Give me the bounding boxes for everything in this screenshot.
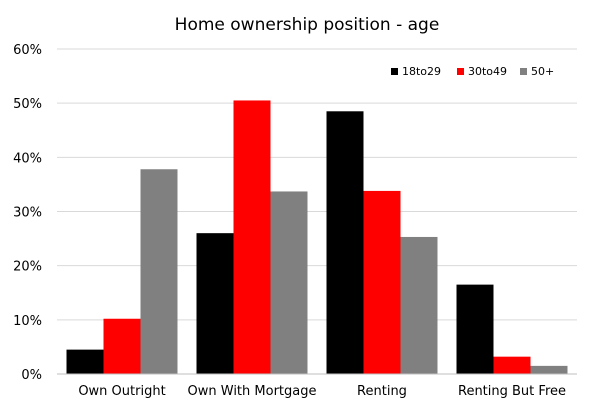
- gridlines: [57, 48, 577, 321]
- y-axis-ticks: 0% 10% 20% 30% 40% 50% 60%: [13, 43, 42, 383]
- bar-18to29: [456, 284, 494, 374]
- bar-18to29: [196, 233, 234, 374]
- bar-50-: [270, 191, 308, 374]
- y-tick-label: 60%: [13, 43, 42, 58]
- y-tick-label: 40%: [13, 151, 42, 166]
- legend: 18to29 30to49 50+: [391, 65, 554, 78]
- legend-swatch: [391, 68, 398, 75]
- bar-50-: [400, 236, 438, 374]
- y-tick-label: 30%: [13, 206, 42, 221]
- legend-swatch: [457, 68, 464, 75]
- x-category-label: Own With Mortgage: [188, 384, 317, 399]
- x-category-label: Renting: [357, 384, 407, 399]
- legend-label: 30to49: [468, 65, 507, 78]
- x-axis-categories: Own Outright Own With Mortgage Renting Rent…: [78, 384, 566, 399]
- y-tick-label: 20%: [13, 260, 42, 275]
- bar-18to29: [326, 111, 364, 375]
- bar-30to49: [363, 190, 401, 374]
- y-tick-label: 0%: [21, 368, 42, 383]
- legend-swatch: [520, 68, 527, 75]
- bar-50-: [530, 365, 568, 374]
- x-category-label: Own Outright: [78, 384, 165, 399]
- bar-18to29: [66, 349, 104, 374]
- legend-label: 50+: [531, 65, 554, 78]
- x-category-label: Renting But Free: [458, 384, 566, 399]
- bar-30to49: [233, 100, 271, 374]
- legend-label: 18to29: [402, 65, 441, 78]
- chart-title: Home ownership position - age: [175, 15, 440, 35]
- bar-30to49: [493, 356, 531, 374]
- y-tick-label: 50%: [13, 97, 42, 112]
- bar-50-: [140, 169, 178, 374]
- bars: [66, 100, 568, 375]
- y-tick-label: 10%: [13, 314, 42, 329]
- bar-30to49: [103, 318, 141, 374]
